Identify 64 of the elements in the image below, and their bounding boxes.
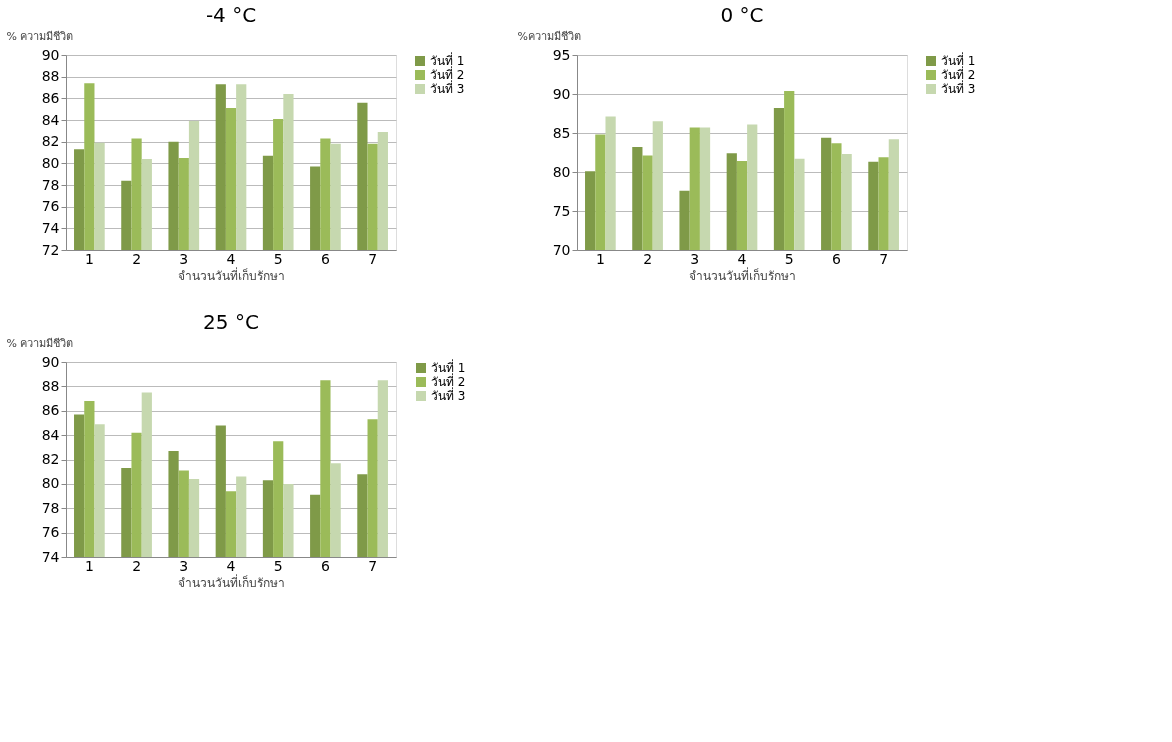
x-tick-label: 4: [226, 557, 236, 574]
legend-label: วันที่ 2: [941, 66, 976, 82]
legend-label: วันที่ 1: [431, 359, 466, 375]
y-tick-label: 82: [41, 133, 60, 150]
x-axis-title: จำนวนวันที่เก็บรักษา: [178, 266, 285, 283]
legend-label: วันที่ 3: [941, 80, 976, 96]
y-tick-label: 78: [41, 499, 60, 516]
x-tick-label: 1: [84, 250, 94, 267]
x-tick-label: 6: [831, 250, 841, 267]
y-tick-label: 70: [552, 241, 571, 258]
legend-label: วันที่ 1: [941, 52, 976, 68]
y-axis-title: % ความมีชีวิต: [6, 29, 74, 43]
y-tick-label: 85: [552, 124, 571, 141]
y-tick-label: 86: [41, 89, 60, 106]
x-axis-title: จำนวนวันที่เก็บรักษา: [178, 573, 285, 590]
y-tick-label: 78: [41, 176, 60, 193]
legend-label: วันที่ 3: [430, 80, 465, 96]
x-tick-label: 5: [273, 557, 283, 574]
x-tick-label: 6: [320, 250, 330, 267]
x-tick-label: 7: [879, 250, 889, 267]
legend-label: วันที่ 1: [430, 52, 465, 68]
y-tick-label: 82: [41, 451, 60, 467]
y-tick-label: 74: [41, 548, 60, 565]
x-tick-label: 5: [273, 250, 283, 267]
x-tick-label: 7: [368, 250, 378, 267]
x-tick-label: 1: [84, 557, 94, 574]
y-tick-label: 90: [552, 85, 571, 102]
x-tick-label: 6: [320, 557, 330, 574]
y-tick-label: 72: [41, 241, 60, 258]
x-tick-label: 5: [784, 250, 794, 267]
y-tick-label: 95: [552, 46, 571, 63]
x-tick-label: 2: [132, 557, 142, 574]
x-tick-label: 2: [132, 250, 142, 267]
y-tick-label: 80: [41, 154, 60, 171]
x-tick-label: 2: [643, 250, 653, 267]
y-tick-label: 84: [41, 111, 60, 128]
chart-title: 25 °C: [203, 310, 259, 334]
y-tick-label: 86: [41, 402, 60, 419]
y-axis-title: % ความมีชีวิต: [6, 336, 74, 350]
x-tick-label: 7: [368, 557, 378, 574]
x-tick-label: 3: [179, 557, 189, 574]
chart-title: 0 °C: [720, 3, 764, 27]
y-tick-label: 88: [41, 68, 60, 85]
y-tick-label: 75: [552, 202, 571, 219]
x-tick-label: 4: [737, 250, 747, 267]
y-axis-title: %ความมีชีวิต: [517, 29, 581, 43]
y-tick-label: 76: [41, 198, 60, 215]
y-tick-label: 76: [41, 524, 60, 541]
y-tick-label: 90: [41, 46, 60, 63]
y-tick-label: 84: [41, 426, 60, 443]
y-tick-label: 90: [41, 353, 60, 370]
legend-label: วันที่ 2: [430, 66, 465, 82]
chart-title: -4 °C: [205, 3, 257, 27]
x-tick-label: 3: [690, 250, 700, 267]
y-tick-label: 74: [41, 219, 60, 236]
x-tick-label: 1: [595, 250, 605, 267]
x-axis-title: จำนวนวันที่เก็บรักษา: [689, 266, 796, 283]
x-tick-label: 3: [179, 250, 189, 267]
x-tick-label: 4: [226, 250, 236, 267]
y-tick-label: 80: [41, 475, 60, 492]
legend-label: วันที่ 2: [431, 373, 466, 389]
y-tick-label: 88: [41, 377, 60, 394]
y-tick-label: 80: [552, 163, 571, 180]
legend-label: วันที่ 3: [431, 387, 466, 403]
